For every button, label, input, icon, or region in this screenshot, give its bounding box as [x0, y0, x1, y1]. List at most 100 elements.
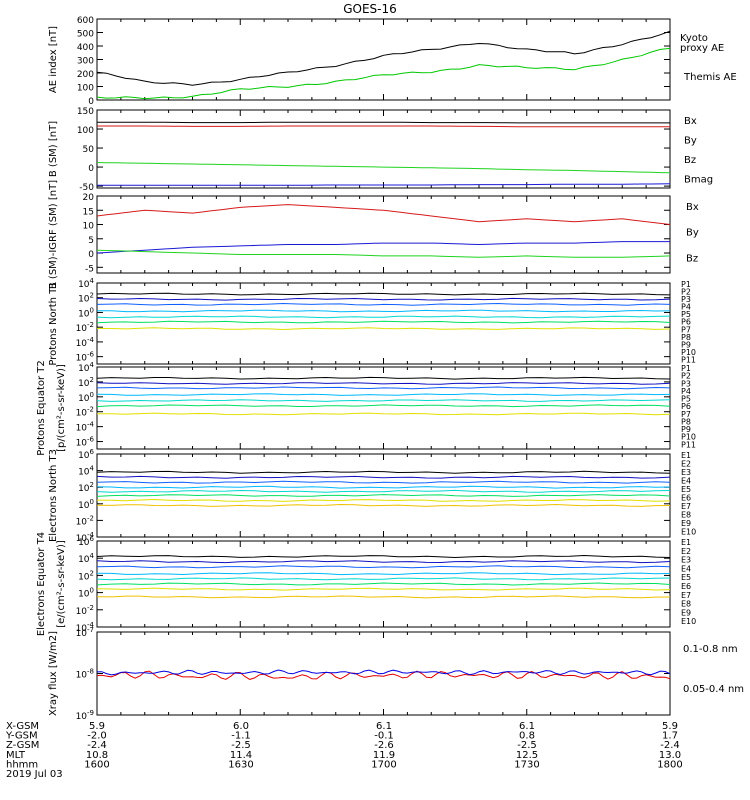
- x-axis-row-label: Y-GSM: [5, 731, 38, 742]
- x-axis-value: -2.4: [660, 740, 680, 751]
- plot-title: GOES-16: [343, 2, 397, 16]
- series-line: [96, 670, 671, 680]
- series-line: [96, 162, 671, 174]
- legend-entry: E9: [681, 608, 691, 617]
- legend-entry: By: [684, 136, 697, 147]
- series-line: [97, 125, 670, 128]
- legend-entry: E2: [681, 460, 691, 469]
- y-tick-label: 10-9: [76, 709, 94, 722]
- y-tick-label: 10-4: [76, 531, 95, 544]
- y-tick-label: 10-4: [76, 336, 95, 349]
- channel-line: [96, 494, 671, 497]
- legend-entry: E9: [681, 519, 691, 528]
- panel-1: AE index [nT] 0 100 200 300 400 500 600 Kyotopro…: [48, 16, 737, 107]
- x-axis-value: 5.9: [662, 721, 678, 732]
- y-tick-label: 10-2: [76, 406, 94, 419]
- channel-line: [96, 560, 671, 564]
- series-line: [97, 121, 670, 124]
- y-axis-label: B (SM)-IGRF (SM) [nT]: [48, 180, 59, 289]
- legend-entry: Bx: [684, 116, 697, 127]
- channel-line: [96, 480, 671, 484]
- legend-entry: Bz: [686, 253, 698, 264]
- legend-entry: 0.05-0.4 nm: [683, 684, 744, 695]
- y-tick-label: 300: [77, 57, 94, 67]
- legend-entry: Kyoto: [680, 33, 708, 44]
- legend-entry: P7: [681, 325, 691, 334]
- y-tick-label: 200: [77, 70, 94, 80]
- y-axis-label: Electrons Equator T4: [36, 532, 47, 636]
- channel-line: [96, 393, 671, 396]
- x-axis-value: 10.8: [86, 750, 108, 761]
- legend-entry: E7: [681, 591, 691, 600]
- y-tick-label: 100: [78, 391, 94, 404]
- legend-entry: E6: [681, 582, 691, 591]
- x-axis-value: 12.5: [516, 750, 538, 761]
- channel-line: [96, 399, 671, 402]
- legend-entry: E2: [681, 547, 691, 556]
- channel-line: [96, 386, 671, 390]
- legend-entry: E4: [681, 477, 691, 486]
- x-axis-value: 1600: [84, 759, 109, 770]
- legend-entry: P2: [681, 372, 691, 381]
- x-axis-value: 0.8: [519, 731, 535, 742]
- y-tick-label: 10-8: [76, 668, 94, 681]
- legend-entry: E6: [681, 494, 691, 503]
- x-axis-row-label: hhmm: [6, 759, 38, 770]
- y-tick-label: 0: [88, 97, 94, 107]
- y-tick-label: 10-2: [76, 514, 94, 527]
- y-tick-label: -50: [79, 183, 94, 193]
- legend-entry: P8: [681, 417, 691, 426]
- x-axis-value: -2.0: [87, 731, 107, 742]
- panel-5: Protons Equator T2 [p/(cm²-s-sr-keV)] 10-6…: [36, 360, 696, 456]
- legend-entry: E5: [681, 485, 691, 494]
- y-tick-label: 104: [78, 552, 94, 565]
- y-tick-label: 102: [78, 292, 94, 305]
- y-tick-label: 5: [88, 236, 94, 246]
- x-axis-value: -2.4: [87, 740, 107, 751]
- y-tick-label: 102: [78, 481, 94, 494]
- legend-entry: proxy AE: [680, 43, 724, 54]
- y-tick-label: 102: [78, 376, 94, 389]
- x-axis-value: -2.5: [231, 740, 251, 751]
- channel-line: [96, 412, 671, 416]
- panel-frame: [96, 540, 671, 628]
- channel-line: [96, 297, 671, 301]
- legend-entry: P7: [681, 410, 691, 419]
- legend-entry: P10: [681, 348, 696, 357]
- channel-line: [96, 320, 671, 324]
- x-axis-value: -2.5: [517, 740, 537, 751]
- y-tick-label: 10-2: [76, 321, 94, 334]
- legend-entry: Themis AE: [683, 72, 737, 83]
- panel-2: B (SM) [nT] -50 0 50 100 150 Bx By Bz Bmag: [48, 107, 713, 193]
- channel-line: [96, 309, 671, 313]
- y-tick-label: 10-6: [76, 436, 95, 449]
- y-tick-label: 104: [78, 361, 94, 374]
- y-tick-label: 100: [77, 126, 94, 136]
- y-tick-label: 100: [78, 306, 94, 319]
- x-axis-value: 6.1: [519, 721, 535, 732]
- legend-entry: P6: [681, 402, 691, 411]
- x-axis-value: -1.1: [231, 731, 251, 742]
- channel-line: [96, 595, 671, 599]
- channel-line: [96, 498, 671, 502]
- x-axis-value: 1800: [657, 759, 682, 770]
- channel-line: [96, 572, 671, 576]
- y-tick-label: 10-4: [76, 421, 95, 434]
- series-line: [96, 241, 670, 254]
- channel-line: [96, 327, 671, 331]
- y-tick-label: 10-6: [76, 351, 95, 364]
- x-axis-value: 11.4: [230, 750, 252, 761]
- legend-entry: E10: [681, 528, 696, 537]
- x-axis-date: 2019 Jul 03: [6, 769, 63, 780]
- y-tick-label: 10-7: [76, 626, 94, 639]
- y-tick-label: 10-4: [76, 621, 95, 634]
- x-axis-row-label: MLT: [6, 750, 26, 761]
- panel-8: Xray flux [W/m2] 10-9 10-8 10-7 0.1-0.8 nm 0.…: [48, 626, 744, 722]
- channel-line: [96, 470, 671, 474]
- legend-entry: P2: [681, 288, 691, 297]
- y-axis-label: AE index [nT]: [48, 26, 59, 93]
- series-line: [96, 47, 671, 100]
- channel-line: [96, 565, 671, 569]
- series-line: [96, 30, 671, 86]
